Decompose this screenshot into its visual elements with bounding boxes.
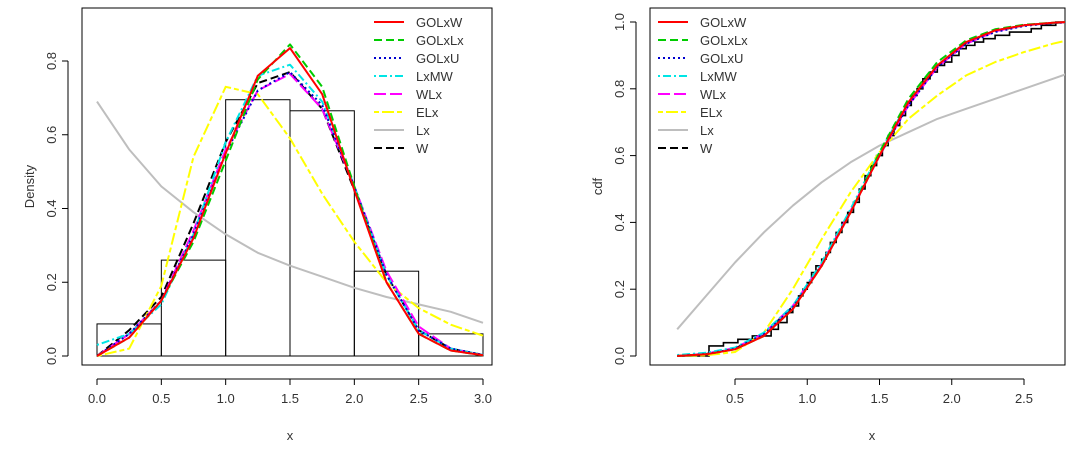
chart-panel-2: 0.5 1.0 1.5 2.0 2.5 x 0.0 0.2 0.4 0.6 0.8 1.0 cdf GOL… bbox=[590, 7, 1066, 443]
legend-label: Lx bbox=[700, 123, 714, 138]
legend-label: Lx bbox=[416, 123, 430, 138]
y-tick-label: 1.0 bbox=[612, 13, 627, 31]
series-line-elx bbox=[96, 85, 484, 357]
data-layer bbox=[96, 43, 484, 357]
legend-label: GOLxW bbox=[416, 15, 463, 30]
x-tick-label: 1.5 bbox=[281, 391, 299, 406]
y-tick-label: 0.2 bbox=[44, 273, 59, 291]
y-tick-label: 0.2 bbox=[612, 280, 627, 298]
x-axis-label: x bbox=[869, 428, 876, 443]
y-tick-label: 0.6 bbox=[44, 126, 59, 144]
series-line-lx bbox=[96, 101, 484, 324]
legend-label: GOLxW bbox=[700, 15, 747, 30]
legend-label: GOLxLx bbox=[700, 33, 748, 48]
plot-frame bbox=[81, 7, 493, 366]
x-tick-label: 1.0 bbox=[217, 391, 235, 406]
y-axis-label: Density bbox=[22, 164, 37, 208]
series-line-w bbox=[96, 71, 484, 357]
histogram-bar bbox=[353, 270, 420, 357]
legend-label: GOLxU bbox=[700, 51, 743, 66]
x-tick-label: 1.0 bbox=[798, 391, 816, 406]
legend-label: ELx bbox=[700, 105, 723, 120]
x-tick-label: 1.5 bbox=[870, 391, 888, 406]
x-tick-label: 0.5 bbox=[152, 391, 170, 406]
legend-label: W bbox=[416, 141, 429, 156]
histogram-bar bbox=[418, 333, 484, 357]
chart-panel-1: 0.0 0.5 1.0 1.5 2.0 2.5 3.0 x 0.0 0.2 0.4 0.6 0.8 Den… bbox=[22, 7, 493, 443]
x-tick-label: 2.0 bbox=[345, 391, 363, 406]
legend-label: WLx bbox=[700, 87, 727, 102]
x-tick-label: 2.0 bbox=[943, 391, 961, 406]
y-tick-label: 0.6 bbox=[612, 147, 627, 165]
y-tick-label: 0.4 bbox=[612, 213, 627, 231]
series-line-elx bbox=[677, 39, 1065, 357]
legend-label: GOLxLx bbox=[416, 33, 464, 48]
x-tick-label: 2.5 bbox=[410, 391, 428, 406]
y-tick-label: 0.8 bbox=[44, 52, 59, 70]
y-tick-label: 0.0 bbox=[612, 347, 627, 365]
histogram-bar bbox=[289, 110, 355, 357]
legend: GOLxW GOLxLx GOLxU LxMW WLx ELx Lx W bbox=[374, 15, 464, 156]
legend-label: LxMW bbox=[416, 69, 454, 84]
legend-label: GOLxU bbox=[416, 51, 459, 66]
y-tick-label: 0.0 bbox=[44, 347, 59, 365]
legend-label: LxMW bbox=[700, 69, 738, 84]
series-line-lx bbox=[676, 73, 1065, 330]
x-tick-label: 0.0 bbox=[88, 391, 106, 406]
x-axis-label: x bbox=[287, 428, 294, 443]
series-line-golxw bbox=[96, 47, 484, 357]
y-tick-label: 0.8 bbox=[612, 80, 627, 98]
series-line-golxw bbox=[677, 21, 1065, 357]
y-axis-label: cdf bbox=[590, 177, 605, 195]
y-tick-label: 0.4 bbox=[44, 199, 59, 217]
x-tick-label: 3.0 bbox=[474, 391, 492, 406]
series-line-lxmw bbox=[677, 21, 1065, 356]
legend-label: ELx bbox=[416, 105, 439, 120]
plot-frame bbox=[649, 7, 1066, 366]
legend: GOLxW GOLxLx GOLxU LxMW WLx ELx Lx W bbox=[658, 15, 748, 156]
x-tick-label: 2.5 bbox=[1015, 391, 1033, 406]
legend-label: WLx bbox=[416, 87, 443, 102]
legend-label: W bbox=[700, 141, 713, 156]
x-tick-label: 0.5 bbox=[726, 391, 744, 406]
data-layer bbox=[676, 21, 1065, 357]
